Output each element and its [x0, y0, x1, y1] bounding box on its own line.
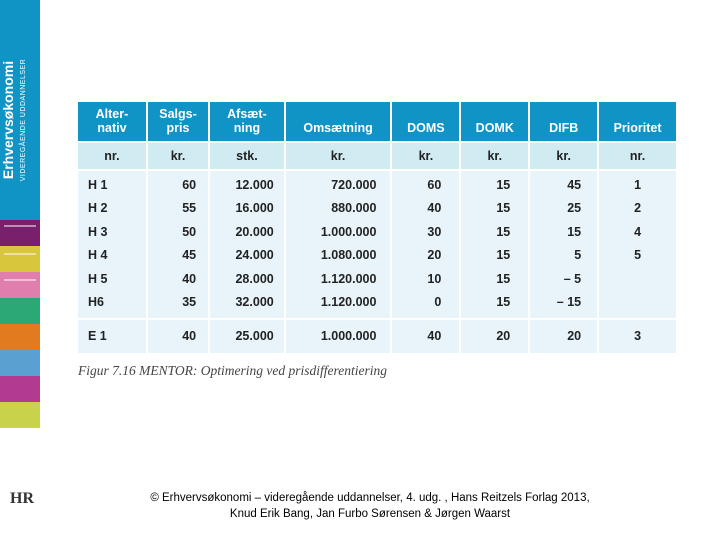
table-row: H 25516.000880.0004015252 [78, 197, 676, 221]
table-cell: H 2 [78, 197, 147, 221]
table-cell: 1 [598, 170, 676, 198]
figure-caption: Figur 7.16 MENTOR: Optimering ved prisdi… [78, 363, 676, 379]
table-cell: 32.000 [209, 291, 285, 319]
table-cell: 35 [147, 291, 209, 319]
table-row: H63532.0001.120.000015– 15 [78, 291, 676, 319]
table-block-h: H 16012.000720.0006015451H 25516.000880.… [78, 170, 676, 319]
table-cell: 1.080.000 [285, 244, 392, 268]
col-domk: DOMK [460, 102, 529, 142]
table-cell: 15 [460, 291, 529, 319]
table-cell: 16.000 [209, 197, 285, 221]
footer-line-1: © Erhvervsøkonomi – videregående uddanne… [50, 490, 690, 506]
unit-cell: kr. [147, 142, 209, 170]
table-cell: 1.000.000 [285, 319, 392, 354]
table-cell: 40 [391, 319, 460, 354]
table-units-row: nr. kr. stk. kr. kr. kr. kr. nr. [78, 142, 676, 170]
table-header-row: Alter-nativ Salgs-pris Afsæt-ning Omsætn… [78, 102, 676, 142]
col-doms: DOMS [391, 102, 460, 142]
col-afsaetning: Afsæt-ning [209, 102, 285, 142]
table-cell: H 3 [78, 221, 147, 245]
sidebar: Erhvervsøkonomi VIDEREGÅENDE UDDANNELSER… [0, 0, 40, 540]
col-salgspris: Salgs-pris [147, 102, 209, 142]
unit-cell: kr. [460, 142, 529, 170]
table-cell: H 4 [78, 244, 147, 268]
unit-cell: kr. [285, 142, 392, 170]
publisher-logo: HR [10, 490, 34, 508]
table-cell: 5 [598, 244, 676, 268]
price-differentiation-table: Alter-nativ Salgs-pris Afsæt-ning Omsætn… [78, 102, 676, 353]
table-cell: 60 [391, 170, 460, 198]
table-cell: 720.000 [285, 170, 392, 198]
footer-line-2: Knud Erik Bang, Jan Furbo Sørensen & Jør… [50, 506, 690, 522]
unit-cell: kr. [391, 142, 460, 170]
table-cell: 3 [598, 319, 676, 354]
table-row: H 35020.0001.000.0003015154 [78, 221, 676, 245]
table-cell: 40 [147, 319, 209, 354]
unit-cell: nr. [598, 142, 676, 170]
sidebar-title-block: Erhvervsøkonomi VIDEREGÅENDE UDDANNELSER [0, 20, 40, 220]
table-cell: 20.000 [209, 221, 285, 245]
ornament-svg [0, 220, 40, 480]
table-cell: 20 [529, 319, 598, 354]
col-difb: DIFB [529, 102, 598, 142]
table-cell: H 5 [78, 268, 147, 292]
table-cell: 55 [147, 197, 209, 221]
unit-cell: kr. [529, 142, 598, 170]
table-row: H 16012.000720.0006015451 [78, 170, 676, 198]
table-cell [598, 268, 676, 292]
table-cell [598, 291, 676, 319]
table-cell: 45 [529, 170, 598, 198]
table-cell: 25 [529, 197, 598, 221]
table-cell: 15 [460, 221, 529, 245]
table-cell: 20 [460, 319, 529, 354]
table-cell: 25.000 [209, 319, 285, 354]
table-cell: 60 [147, 170, 209, 198]
footer: © Erhvervsøkonomi – videregående uddanne… [50, 490, 690, 522]
table-row: H 44524.0001.080.000201555 [78, 244, 676, 268]
table-cell: 15 [460, 170, 529, 198]
table-cell: H6 [78, 291, 147, 319]
book-title: Erhvervsøkonomi [0, 20, 17, 220]
table-cell: 45 [147, 244, 209, 268]
table-cell: 24.000 [209, 244, 285, 268]
table-cell: 20 [391, 244, 460, 268]
table-cell: 0 [391, 291, 460, 319]
table-row: E 14025.0001.000.0004020203 [78, 319, 676, 354]
table-cell: 1.120.000 [285, 268, 392, 292]
col-prioritet: Prioritet [598, 102, 676, 142]
table-cell: E 1 [78, 319, 147, 354]
table-cell: – 15 [529, 291, 598, 319]
table-cell: 50 [147, 221, 209, 245]
main-content: Alter-nativ Salgs-pris Afsæt-ning Omsætn… [78, 102, 676, 379]
table-cell: 880.000 [285, 197, 392, 221]
sidebar-banner: Erhvervsøkonomi VIDEREGÅENDE UDDANNELSER [0, 0, 40, 220]
table-cell: 30 [391, 221, 460, 245]
table-cell: 40 [147, 268, 209, 292]
table-cell: 12.000 [209, 170, 285, 198]
table-block-e: E 14025.0001.000.0004020203 [78, 319, 676, 354]
table-cell: 15 [460, 268, 529, 292]
unit-cell: stk. [209, 142, 285, 170]
col-omsaetning: Omsætning [285, 102, 392, 142]
book-subtitle: VIDEREGÅENDE UDDANNELSER [20, 59, 27, 181]
table-cell: 40 [391, 197, 460, 221]
table-cell: H 1 [78, 170, 147, 198]
table-cell: 28.000 [209, 268, 285, 292]
table-cell: 15 [529, 221, 598, 245]
table-cell: 2 [598, 197, 676, 221]
table-cell: 1.000.000 [285, 221, 392, 245]
table-row: H 54028.0001.120.0001015– 5 [78, 268, 676, 292]
col-alternativ: Alter-nativ [78, 102, 147, 142]
table-cell: 1.120.000 [285, 291, 392, 319]
table-cell: 10 [391, 268, 460, 292]
table-cell: 15 [460, 197, 529, 221]
table-cell: 15 [460, 244, 529, 268]
table-cell: 5 [529, 244, 598, 268]
sidebar-ornament [0, 220, 40, 480]
table-cell: 4 [598, 221, 676, 245]
table-cell: – 5 [529, 268, 598, 292]
unit-cell: nr. [78, 142, 147, 170]
